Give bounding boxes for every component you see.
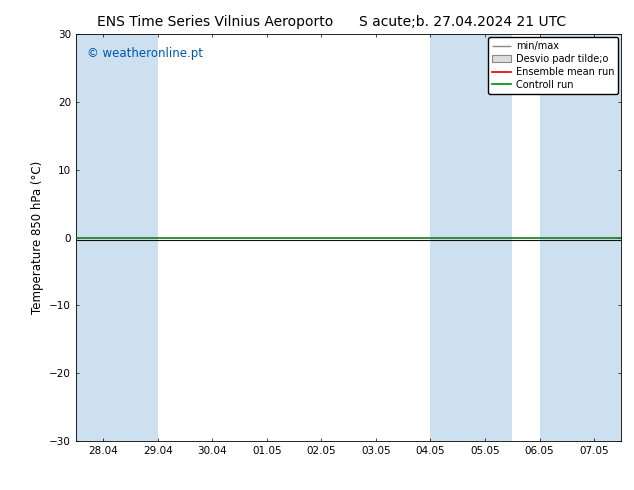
Bar <box>430 34 512 441</box>
Bar <box>540 34 621 441</box>
Legend: min/max, Desvio padr tilde;o, Ensemble mean run, Controll run: min/max, Desvio padr tilde;o, Ensemble m… <box>488 37 618 94</box>
Text: © weatheronline.pt: © weatheronline.pt <box>87 47 203 59</box>
Y-axis label: Temperature 850 hPa (°C): Temperature 850 hPa (°C) <box>31 161 44 314</box>
Text: S acute;b. 27.04.2024 21 UTC: S acute;b. 27.04.2024 21 UTC <box>359 15 566 29</box>
Bar <box>76 34 158 441</box>
Text: ENS Time Series Vilnius Aeroporto: ENS Time Series Vilnius Aeroporto <box>98 15 333 29</box>
